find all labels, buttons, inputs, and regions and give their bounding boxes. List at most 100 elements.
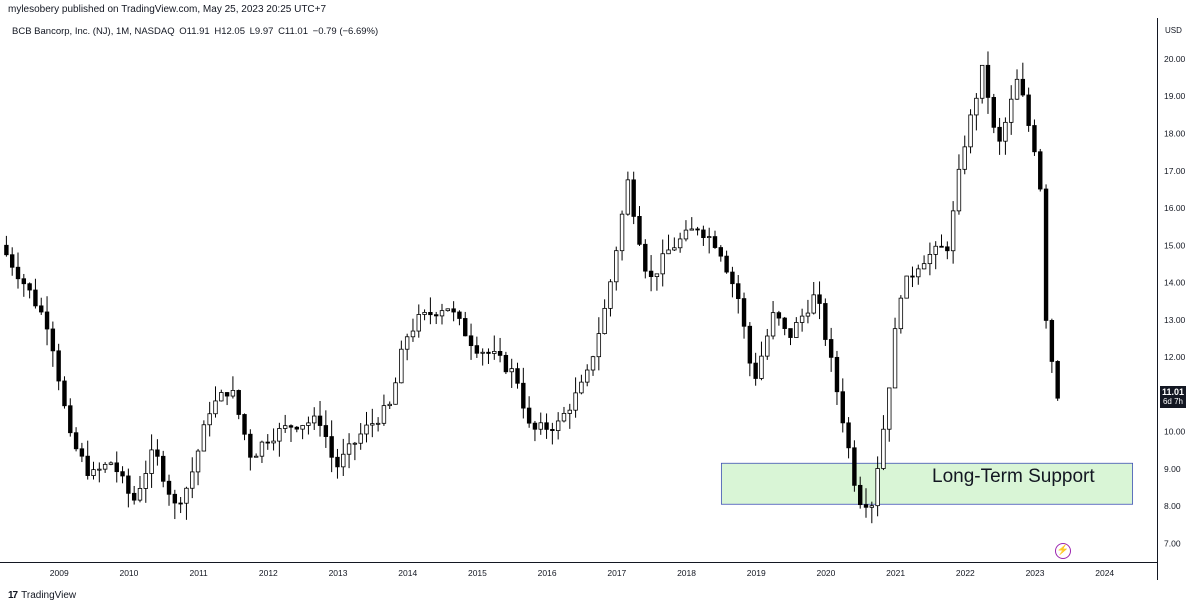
candle-up: [869, 505, 875, 508]
candle-up: [538, 422, 543, 430]
candle-up: [672, 247, 677, 251]
candle-down: [828, 339, 834, 358]
candle-up: [306, 422, 311, 426]
candle-up: [619, 213, 625, 252]
candle-down: [834, 356, 840, 393]
y-tick-label: 12.00: [1164, 352, 1186, 362]
candle-up: [184, 487, 189, 504]
candle-up: [352, 442, 358, 445]
candle-up: [974, 97, 979, 116]
candle-down: [497, 351, 503, 356]
candle-up: [230, 390, 236, 397]
candle-down: [550, 428, 555, 431]
candlestick-series: [4, 51, 1060, 524]
published-by: mylesobery published on TradingView.com,…: [8, 4, 327, 15]
candle-down: [114, 462, 119, 473]
x-tick-label: 2009: [50, 568, 69, 578]
y-tick-label: 14.00: [1164, 278, 1186, 288]
candle-down: [248, 433, 253, 458]
candle-up: [1014, 78, 1020, 100]
candle-down: [695, 228, 700, 231]
candle-down: [1055, 361, 1060, 399]
y-tick-label: 9.00: [1164, 464, 1181, 474]
x-tick-label: 2023: [1026, 568, 1045, 578]
x-tick-label: 2013: [329, 568, 348, 578]
candle-down: [939, 245, 944, 248]
candle-down: [131, 492, 137, 501]
candle-down: [741, 298, 747, 327]
candle-up: [898, 297, 904, 330]
candle-down: [126, 475, 131, 494]
candle-up: [956, 168, 962, 212]
candle-down: [782, 317, 787, 329]
candle-down: [1032, 125, 1037, 153]
candle-up: [881, 428, 886, 469]
candle-down: [39, 305, 44, 313]
candle-down: [852, 447, 857, 486]
candle-down: [724, 255, 729, 273]
candle-up: [439, 310, 445, 317]
candle-up: [706, 236, 712, 239]
legend-change: −0.79 (−6.69%): [312, 26, 379, 37]
candle-up: [404, 336, 410, 350]
candle-down: [62, 380, 67, 407]
candle-up: [492, 351, 497, 354]
candle-down: [515, 368, 520, 384]
candle-up: [555, 420, 561, 431]
candle-down: [242, 414, 247, 435]
candle-down: [463, 318, 468, 337]
candle-down: [648, 270, 654, 277]
candle-up: [666, 249, 671, 255]
candle-up: [143, 473, 148, 489]
y-tick-label: 10.00: [1164, 427, 1186, 437]
candle-down: [224, 392, 230, 397]
candle-down: [79, 448, 85, 457]
legend-open: O11.91: [179, 26, 210, 37]
candle-down: [1038, 151, 1043, 190]
candle-down: [643, 243, 648, 272]
candle-down: [178, 502, 183, 505]
candle-up: [596, 333, 602, 358]
candle-down: [44, 311, 50, 330]
candle-up: [1009, 98, 1014, 123]
candle-up: [137, 488, 143, 501]
candle-down: [736, 283, 741, 299]
candle-down: [823, 303, 828, 340]
x-tick-label: 2016: [538, 568, 557, 578]
candle-up: [887, 387, 892, 430]
candle-down: [335, 456, 340, 468]
lightning-icon[interactable]: ⚡: [1055, 543, 1071, 559]
candle-down: [85, 455, 90, 476]
candle-up: [916, 268, 921, 278]
candle-up: [573, 392, 578, 411]
candle-down: [503, 354, 509, 373]
candle-up: [590, 356, 596, 371]
y-tick-label: 7.00: [1164, 538, 1181, 548]
candle-down: [747, 325, 753, 364]
x-tick-label: 2011: [190, 568, 209, 578]
legend-high: H12.05: [214, 26, 245, 37]
candle-down: [846, 422, 851, 449]
candle-up: [904, 275, 909, 299]
candle-up: [654, 273, 660, 277]
candle-down: [468, 335, 474, 347]
candle-down: [33, 289, 38, 307]
candle-up: [805, 312, 811, 317]
candle-up: [875, 468, 880, 507]
candle-down: [27, 283, 32, 291]
candle-down: [172, 493, 178, 504]
x-tick-label: 2017: [607, 568, 626, 578]
candle-up: [149, 449, 154, 474]
candle-down: [21, 278, 27, 285]
candle-up: [759, 355, 764, 379]
candle-down: [329, 436, 334, 458]
candle-down: [997, 126, 1002, 142]
support-label: Long-Term Support: [932, 466, 1095, 487]
candle-up: [300, 425, 305, 430]
candle-down: [50, 328, 56, 352]
candle-up: [358, 433, 363, 444]
candle-down: [532, 422, 538, 430]
candle-down: [753, 362, 758, 379]
candle-down: [863, 504, 869, 508]
